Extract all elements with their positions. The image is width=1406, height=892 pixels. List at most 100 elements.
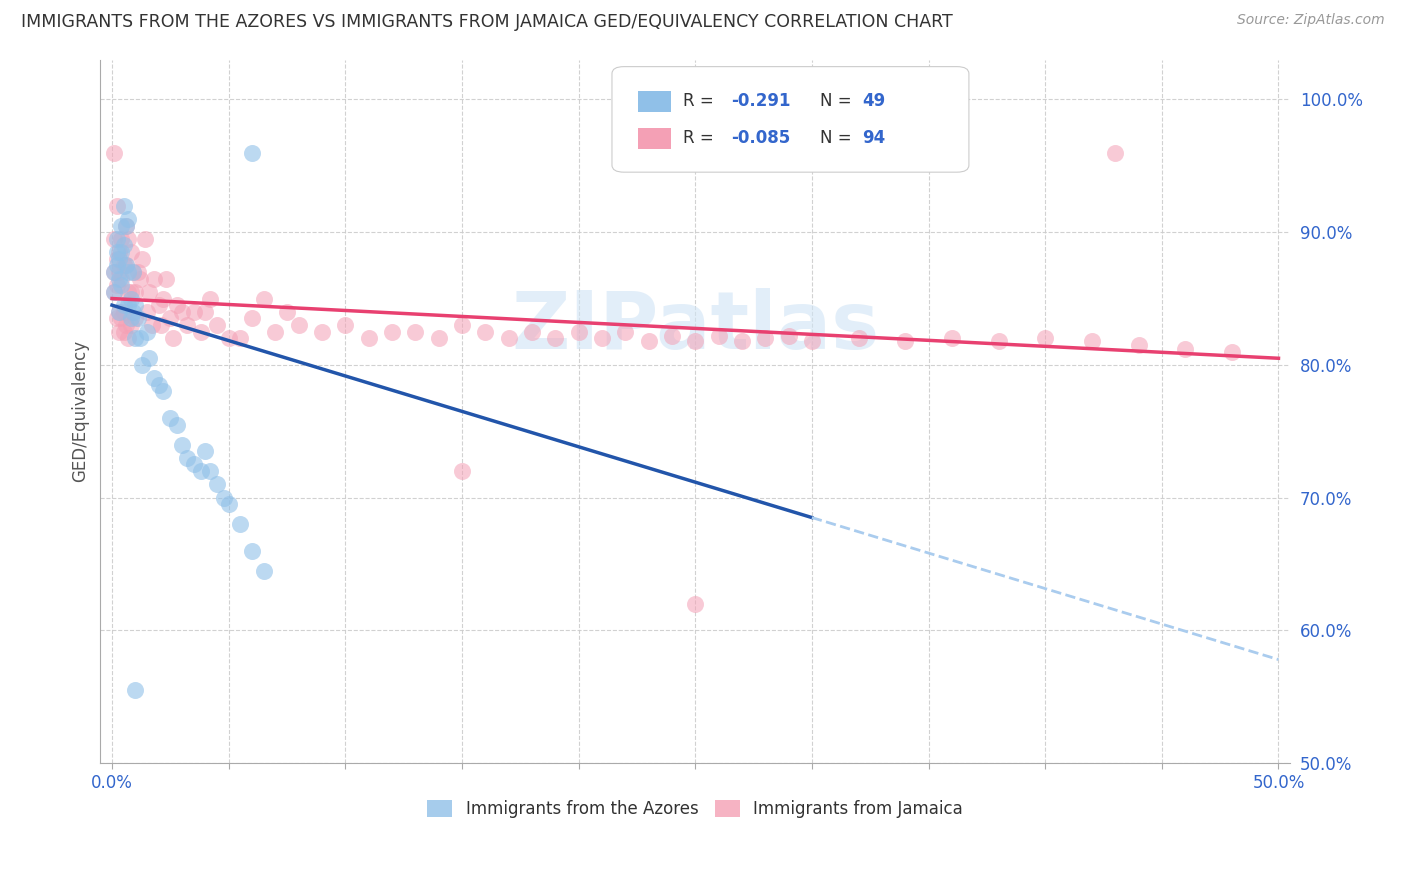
Point [183, 458, 205, 472]
Point [105, 199, 128, 213]
Point [131, 358, 153, 372]
Legend: Immigrants from the Azores, Immigrants from Jamaica: Immigrants from the Azores, Immigrants f… [420, 794, 970, 825]
Point [218, 497, 240, 511]
Point [276, 305, 298, 319]
Point [198, 292, 221, 306]
Point [110, 278, 132, 293]
Point [105, 278, 128, 293]
Point [568, 325, 591, 339]
Point [155, 271, 177, 285]
Point [848, 331, 870, 345]
Y-axis label: GED/Equivalency: GED/Equivalency [72, 341, 89, 483]
Text: N =: N = [820, 128, 858, 146]
Text: IMMIGRANTS FROM THE AZORES VS IMMIGRANTS FROM JAMAICA GED/EQUIVALENCY CORRELATIO: IMMIGRANTS FROM THE AZORES VS IMMIGRANTS… [21, 13, 953, 31]
Point [229, 517, 252, 532]
Point [427, 331, 450, 345]
Point [253, 292, 276, 306]
Point [115, 318, 138, 332]
Point [105, 252, 128, 266]
Text: -0.085: -0.085 [731, 128, 790, 146]
Point [110, 219, 132, 233]
Point [117, 265, 139, 279]
Point [115, 219, 138, 233]
Point [108, 305, 131, 319]
Point [381, 325, 404, 339]
Point [112, 238, 135, 252]
Point [108, 265, 131, 279]
Point [103, 285, 125, 299]
Point [134, 232, 156, 246]
Point [240, 543, 263, 558]
Point [451, 318, 474, 332]
Point [183, 305, 205, 319]
Point [205, 318, 228, 332]
Point [108, 245, 131, 260]
Text: 49: 49 [862, 92, 886, 110]
Point [103, 265, 125, 279]
Point [240, 145, 263, 160]
Point [148, 377, 170, 392]
Point [122, 265, 145, 279]
Point [148, 298, 170, 312]
Point [1033, 331, 1056, 345]
Text: N =: N = [820, 92, 858, 110]
Point [218, 331, 240, 345]
Point [110, 271, 132, 285]
Point [112, 199, 135, 213]
Text: ZIPatlas: ZIPatlas [512, 288, 879, 366]
Point [122, 265, 145, 279]
Point [731, 334, 754, 348]
Point [108, 252, 131, 266]
Point [141, 318, 163, 332]
Point [287, 318, 309, 332]
Point [127, 311, 149, 326]
Point [894, 334, 917, 348]
Point [194, 305, 217, 319]
Point [129, 271, 152, 285]
Point [152, 384, 174, 399]
Point [544, 331, 567, 345]
Point [800, 334, 823, 348]
Point [170, 305, 193, 319]
Point [105, 232, 128, 246]
Point [143, 371, 166, 385]
Text: Source: ZipAtlas.com: Source: ZipAtlas.com [1237, 13, 1385, 28]
Point [117, 298, 139, 312]
Point [124, 683, 146, 698]
Point [166, 417, 188, 432]
Point [103, 232, 125, 246]
Point [108, 325, 131, 339]
Point [637, 334, 659, 348]
FancyBboxPatch shape [638, 91, 672, 112]
Point [103, 145, 125, 160]
Point [190, 464, 212, 478]
Point [194, 444, 217, 458]
Point [115, 258, 138, 272]
Point [124, 298, 146, 312]
Point [127, 265, 149, 279]
Point [129, 331, 152, 345]
Point [264, 325, 287, 339]
Point [229, 331, 252, 345]
Point [778, 328, 800, 343]
Point [661, 328, 683, 343]
Point [311, 325, 333, 339]
Point [108, 305, 131, 319]
Point [115, 219, 138, 233]
Point [474, 325, 496, 339]
Point [162, 331, 184, 345]
Point [131, 252, 153, 266]
Point [176, 450, 198, 465]
Point [198, 464, 221, 478]
Point [120, 318, 142, 332]
Text: 94: 94 [862, 128, 886, 146]
Point [103, 285, 125, 299]
Point [136, 325, 159, 339]
Point [136, 305, 159, 319]
Point [112, 305, 135, 319]
Point [1081, 334, 1104, 348]
FancyBboxPatch shape [612, 67, 969, 172]
Point [120, 285, 142, 299]
Point [683, 334, 706, 348]
Point [1174, 342, 1197, 356]
